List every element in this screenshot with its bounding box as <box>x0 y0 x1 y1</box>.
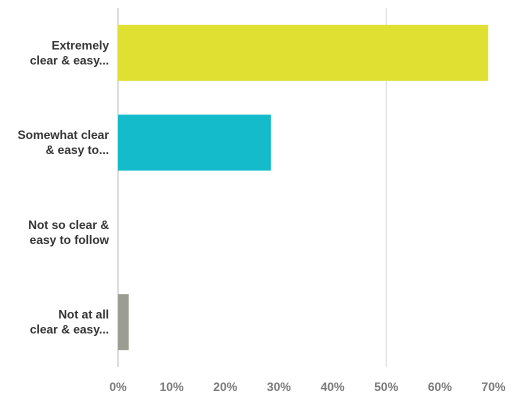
category-label-3-line-1: Not so clear & <box>28 218 109 232</box>
category-label-1-line-2: clear & easy... <box>30 53 109 67</box>
bars <box>118 24 489 351</box>
category-label-3-line-2: easy to follow <box>30 233 110 247</box>
x-tick-label-30: 30% <box>267 380 291 394</box>
category-label-4-line-1: Not at all <box>58 308 109 322</box>
x-tick-label-10: 10% <box>160 380 184 394</box>
x-tick-label-0: 0% <box>109 380 127 394</box>
x-tick-label-40: 40% <box>321 380 345 394</box>
category-label-1-line-1: Extremely <box>52 38 110 52</box>
category-label-2-line-2: & easy to... <box>46 143 109 157</box>
x-tick-label-60: 60% <box>428 380 452 394</box>
x-tick-label-20: 20% <box>213 380 237 394</box>
category-label-2-line-1: Somewhat clear <box>18 128 110 142</box>
x-tick-labels: 0% 10% 20% 30% 40% 50% 60% 70% <box>109 380 506 394</box>
category-label-4-line-2: clear & easy... <box>30 323 109 337</box>
bar-1 <box>118 24 489 81</box>
bar-4 <box>118 294 129 351</box>
x-tick-label-70: 70% <box>482 380 506 394</box>
bar-2 <box>118 114 271 171</box>
x-tick-label-50: 50% <box>374 380 398 394</box>
